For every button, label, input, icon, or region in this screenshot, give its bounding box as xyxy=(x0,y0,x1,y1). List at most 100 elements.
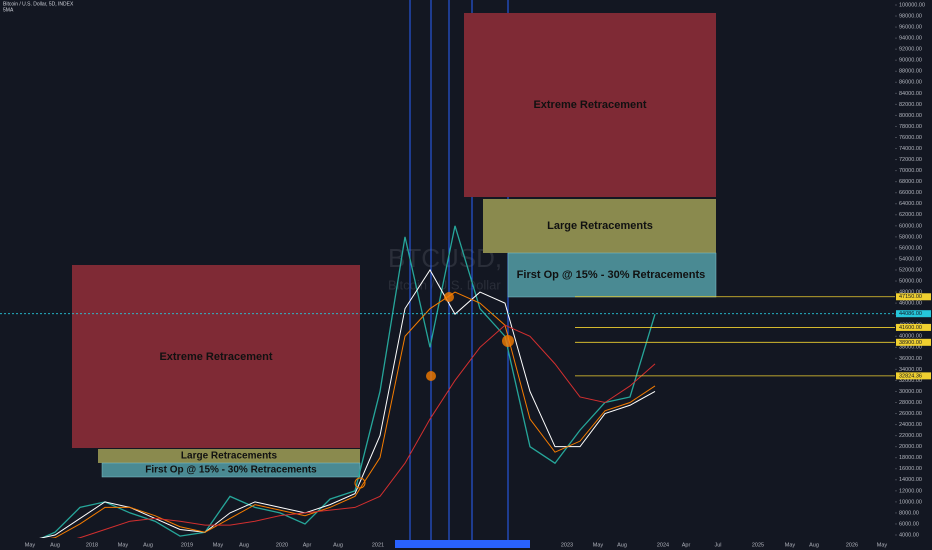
price-label: 41600.00 xyxy=(899,325,922,331)
y-tick-label: 48000.00 xyxy=(899,290,922,296)
x-tick-label: Aug xyxy=(809,542,819,548)
y-tick-label: 70000.00 xyxy=(899,168,922,174)
annotation: First Op @ 15% - 30% Retracements xyxy=(145,465,317,476)
price-label: 32824.36 xyxy=(899,373,922,379)
zone-large-right xyxy=(483,199,716,253)
x-tick-label: Apr xyxy=(682,542,691,548)
y-tick-label: 86000.00 xyxy=(899,80,922,86)
price-label-bg xyxy=(896,323,931,331)
price-label: 38900.00 xyxy=(899,340,922,346)
x-tick-label: May xyxy=(593,542,604,548)
x-tick-label: Aug xyxy=(333,542,343,548)
y-tick-label: 12000.00 xyxy=(899,488,922,494)
y-tick-label: 96000.00 xyxy=(899,25,922,31)
zone-extreme-left xyxy=(72,265,360,448)
x-tick-label: 2024 xyxy=(657,542,669,548)
price-label-bg xyxy=(896,310,931,318)
y-tick-label: 62000.00 xyxy=(899,212,922,218)
zone-extreme-right xyxy=(464,13,716,197)
y-tick-label: 8000.00 xyxy=(899,510,919,516)
y-tick-label: 72000.00 xyxy=(899,157,922,163)
y-tick-label: 34000.00 xyxy=(899,367,922,373)
y-tick-label: 32000.00 xyxy=(899,378,922,384)
x-tick-label: 2020 xyxy=(276,542,288,548)
y-tick-label: 74000.00 xyxy=(899,146,922,152)
x-tick-label: Aug xyxy=(617,542,627,548)
x-tick-label: 2019 xyxy=(181,542,193,548)
y-tick-label: 98000.00 xyxy=(899,13,922,19)
y-tick-label: 50000.00 xyxy=(899,278,922,284)
series-line xyxy=(40,225,656,538)
x-tick-label: May xyxy=(785,542,796,548)
marker xyxy=(502,335,514,347)
y-tick-label: 66000.00 xyxy=(899,190,922,196)
watermark-subtitle: Bitcoin / U.S. Dollar xyxy=(388,277,501,292)
y-tick-label: 58000.00 xyxy=(899,234,922,240)
y-tick-label: 30000.00 xyxy=(899,389,922,395)
x-tick-label: Jul xyxy=(714,542,721,548)
y-tick-label: 56000.00 xyxy=(899,245,922,251)
marker xyxy=(444,292,454,302)
annotation: First Op @ 15% - 30% Retracements xyxy=(517,269,706,281)
y-tick-label: 16000.00 xyxy=(899,466,922,472)
x-tick-label: Aug xyxy=(143,542,153,548)
y-tick-label: 84000.00 xyxy=(899,91,922,97)
x-tick-label: May xyxy=(877,542,888,548)
y-tick-label: 20000.00 xyxy=(899,444,922,450)
y-tick-label: 100000.00 xyxy=(899,2,925,8)
price-label-bg xyxy=(896,372,931,380)
y-tick-label: 40000.00 xyxy=(899,334,922,340)
x-tick-label: 2021 xyxy=(372,542,384,548)
date-highlight xyxy=(395,540,530,548)
y-tick-label: 60000.00 xyxy=(899,223,922,229)
x-tick-label: May xyxy=(25,542,36,548)
y-tick-label: 90000.00 xyxy=(899,58,922,64)
y-tick-label: 78000.00 xyxy=(899,124,922,130)
price-label: 47150.00 xyxy=(899,294,922,300)
annotation: Large Retracements xyxy=(181,451,278,462)
price-axis xyxy=(895,0,932,550)
y-tick-label: 82000.00 xyxy=(899,102,922,108)
x-tick-label: May xyxy=(118,542,129,548)
x-tick-label: May xyxy=(213,542,224,548)
y-tick-label: 18000.00 xyxy=(899,455,922,461)
y-tick-label: 36000.00 xyxy=(899,356,922,362)
annotation: Large Retracements xyxy=(547,220,653,232)
marker xyxy=(426,371,436,381)
y-tick-label: 22000.00 xyxy=(899,433,922,439)
y-tick-label: 28000.00 xyxy=(899,400,922,406)
x-tick-label: Aug xyxy=(239,542,249,548)
series-line xyxy=(76,324,656,538)
y-tick-label: 52000.00 xyxy=(899,267,922,273)
y-tick-label: 88000.00 xyxy=(899,69,922,75)
y-tick-label: 92000.00 xyxy=(899,47,922,53)
y-tick-label: 4000.00 xyxy=(899,532,919,538)
x-tick-label: 2026 xyxy=(846,542,858,548)
series-line xyxy=(50,291,656,538)
y-tick-label: 38000.00 xyxy=(899,345,922,351)
annotation: Extreme Retracement xyxy=(533,99,646,111)
y-tick-label: 46000.00 xyxy=(899,301,922,307)
y-tick-label: 64000.00 xyxy=(899,201,922,207)
y-tick-label: 68000.00 xyxy=(899,179,922,185)
x-tick-label: 2025 xyxy=(752,542,764,548)
y-tick-label: 14000.00 xyxy=(899,477,922,483)
y-tick-label: 80000.00 xyxy=(899,113,922,119)
price-label-bg xyxy=(896,293,931,301)
x-tick-label: Aug xyxy=(50,542,60,548)
zone-large-left xyxy=(98,449,360,463)
y-tick-label: 24000.00 xyxy=(899,422,922,428)
price-label-bg xyxy=(896,338,931,346)
y-tick-label: 6000.00 xyxy=(899,521,919,527)
x-tick-label: Apr xyxy=(303,542,312,548)
y-tick-label: 54000.00 xyxy=(899,256,922,262)
marker xyxy=(354,477,366,489)
y-tick-label: 76000.00 xyxy=(899,135,922,141)
chart-subtitle: 5MA xyxy=(3,7,14,13)
x-tick-label: 2023 xyxy=(561,542,573,548)
y-tick-label: 10000.00 xyxy=(899,499,922,505)
x-tick-label: 2018 xyxy=(86,542,98,548)
chart-title: Bitcoin / U.S. Dollar, 5D, INDEX xyxy=(3,1,74,7)
y-tick-label: 26000.00 xyxy=(899,411,922,417)
